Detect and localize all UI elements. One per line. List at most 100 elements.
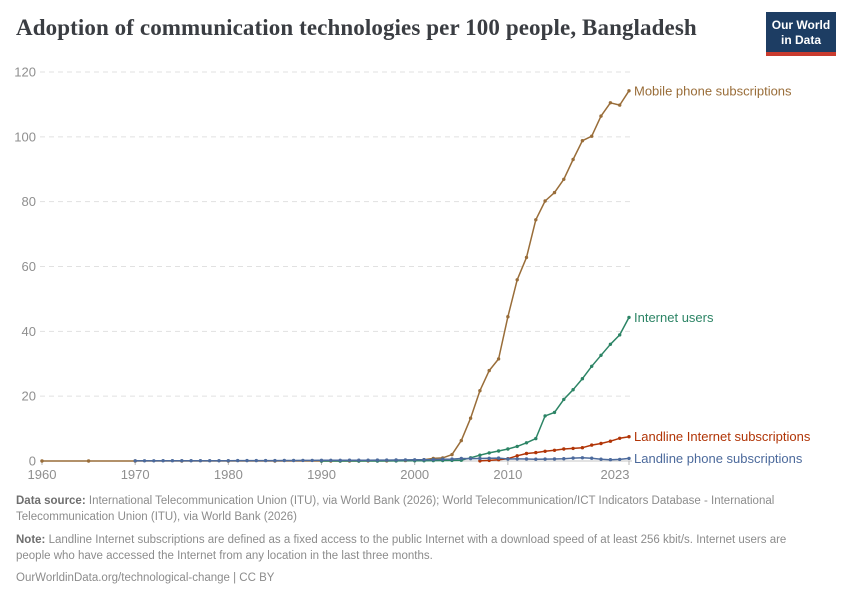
series-point-landline-internet-subscriptions-2022[interactable]: [618, 436, 622, 440]
series-point-internet-users-2007[interactable]: [478, 453, 482, 457]
series-point-landline-phone-subscriptions-1978[interactable]: [208, 459, 212, 463]
series-point-landline-phone-subscriptions-2005[interactable]: [459, 456, 463, 461]
series-point-landline-phone-subscriptions-2013[interactable]: [534, 457, 538, 461]
series-point-landline-phone-subscriptions-1993[interactable]: [347, 458, 352, 462]
series-point-mobile-phone-subscriptions-2010[interactable]: [506, 315, 510, 319]
series-point-landline-phone-subscriptions-1986[interactable]: [282, 458, 286, 463]
series-point-internet-users-2011[interactable]: [515, 444, 519, 449]
series-point-landline-phone-subscriptions-1998[interactable]: [394, 458, 398, 462]
series-point-internet-users-2010[interactable]: [506, 447, 510, 451]
series-point-internet-users-2023[interactable]: [627, 315, 631, 320]
series-point-landline-internet-subscriptions-2016[interactable]: [562, 447, 566, 451]
series-point-mobile-phone-subscriptions-2004[interactable]: [450, 452, 454, 457]
series-point-mobile-phone-subscriptions-2007[interactable]: [478, 389, 482, 393]
series-point-internet-users-2014[interactable]: [543, 414, 547, 418]
series-point-landline-phone-subscriptions-1973[interactable]: [161, 459, 165, 463]
series-point-internet-users-2015[interactable]: [552, 410, 557, 415]
series-point-internet-users-2021[interactable]: [608, 342, 613, 346]
series-point-internet-users-2008[interactable]: [487, 451, 491, 455]
series-point-internet-users-2016[interactable]: [562, 397, 566, 402]
series-point-landline-phone-subscriptions-2014[interactable]: [543, 457, 547, 461]
series-point-internet-users-2018[interactable]: [580, 377, 585, 381]
series-point-mobile-phone-subscriptions-2005[interactable]: [459, 438, 463, 443]
series-point-mobile-phone-subscriptions-2018[interactable]: [580, 139, 585, 143]
series-point-mobile-phone-subscriptions-2012[interactable]: [524, 255, 529, 260]
series-point-landline-phone-subscriptions-2023[interactable]: [627, 456, 631, 461]
series-point-mobile-phone-subscriptions-2008[interactable]: [487, 368, 491, 373]
series-point-landline-internet-subscriptions-2021[interactable]: [608, 439, 613, 443]
series-label-landline-phone-subscriptions[interactable]: Landline phone subscriptions: [634, 451, 803, 466]
series-point-landline-internet-subscriptions-2013[interactable]: [534, 450, 538, 455]
series-point-landline-phone-subscriptions-1981[interactable]: [236, 458, 240, 463]
series-point-landline-phone-subscriptions-1971[interactable]: [142, 459, 147, 463]
series-point-landline-phone-subscriptions-1980[interactable]: [226, 459, 230, 463]
series-point-landline-phone-subscriptions-2010[interactable]: [506, 457, 510, 461]
series-point-landline-internet-subscriptions-2011[interactable]: [515, 454, 519, 458]
series-point-internet-users-2017[interactable]: [571, 388, 575, 392]
series-point-mobile-phone-subscriptions-1965[interactable]: [86, 459, 91, 463]
series-point-landline-phone-subscriptions-1988[interactable]: [301, 458, 305, 463]
series-point-mobile-phone-subscriptions-2021[interactable]: [608, 101, 613, 105]
series-point-mobile-phone-subscriptions-2023[interactable]: [627, 89, 631, 93]
series-point-landline-phone-subscriptions-2012[interactable]: [524, 457, 529, 461]
series-line-mobile-phone-subscriptions[interactable]: [42, 90, 630, 462]
series-point-landline-phone-subscriptions-2017[interactable]: [571, 456, 575, 460]
series-point-mobile-phone-subscriptions-2020[interactable]: [599, 114, 603, 118]
series-point-internet-users-2012[interactable]: [524, 441, 529, 445]
series-point-landline-phone-subscriptions-1977[interactable]: [198, 459, 203, 463]
series-label-mobile-phone-subscriptions[interactable]: Mobile phone subscriptions: [634, 83, 792, 98]
series-point-internet-users-2009[interactable]: [496, 449, 501, 453]
series-label-internet-users[interactable]: Internet users: [634, 310, 714, 325]
series-point-mobile-phone-subscriptions-2022[interactable]: [618, 103, 622, 107]
series-point-landline-internet-subscriptions-2018[interactable]: [580, 446, 585, 450]
series-point-mobile-phone-subscriptions-2015[interactable]: [552, 190, 557, 195]
series-point-landline-phone-subscriptions-2007[interactable]: [478, 456, 482, 461]
series-point-landline-phone-subscriptions-2015[interactable]: [552, 457, 557, 461]
series-point-internet-users-2020[interactable]: [599, 353, 603, 357]
series-point-mobile-phone-subscriptions-2009[interactable]: [496, 357, 501, 361]
series-point-landline-phone-subscriptions-2018[interactable]: [580, 456, 585, 460]
series-point-landline-phone-subscriptions-1972[interactable]: [152, 459, 156, 463]
series-point-landline-phone-subscriptions-1991[interactable]: [329, 458, 333, 462]
owid-logo[interactable]: Our World in Data: [766, 12, 836, 57]
series-point-internet-users-2019[interactable]: [590, 364, 594, 368]
series-line-internet-users[interactable]: [321, 317, 630, 462]
series-point-landline-phone-subscriptions-1984[interactable]: [263, 458, 268, 463]
series-point-landline-phone-subscriptions-2011[interactable]: [515, 457, 519, 461]
series-point-landline-phone-subscriptions-1989[interactable]: [310, 458, 314, 463]
series-point-landline-phone-subscriptions-1995[interactable]: [366, 458, 370, 462]
series-point-landline-phone-subscriptions-1987[interactable]: [291, 458, 296, 463]
series-point-landline-phone-subscriptions-1970[interactable]: [133, 459, 137, 463]
series-point-landline-internet-subscriptions-2017[interactable]: [571, 446, 575, 451]
series-point-mobile-phone-subscriptions-1960[interactable]: [40, 459, 44, 463]
series-point-landline-phone-subscriptions-2002[interactable]: [431, 457, 435, 462]
series-point-landline-phone-subscriptions-1994[interactable]: [357, 458, 361, 462]
series-point-landline-phone-subscriptions-2020[interactable]: [599, 457, 603, 461]
series-point-landline-phone-subscriptions-2003[interactable]: [441, 457, 445, 461]
series-point-landline-phone-subscriptions-2022[interactable]: [618, 457, 622, 462]
series-point-landline-phone-subscriptions-1997[interactable]: [385, 458, 389, 462]
series-point-landline-internet-subscriptions-2019[interactable]: [590, 443, 594, 447]
series-point-mobile-phone-subscriptions-2017[interactable]: [571, 157, 575, 162]
series-point-landline-phone-subscriptions-2021[interactable]: [608, 458, 613, 462]
series-point-landline-phone-subscriptions-2004[interactable]: [450, 457, 454, 461]
series-point-mobile-phone-subscriptions-2014[interactable]: [543, 199, 547, 203]
series-point-internet-users-2022[interactable]: [618, 333, 622, 337]
series-point-mobile-phone-subscriptions-2006[interactable]: [468, 416, 473, 420]
series-point-landline-phone-subscriptions-2009[interactable]: [496, 456, 501, 460]
series-point-landline-phone-subscriptions-1974[interactable]: [170, 459, 175, 463]
series-point-landline-phone-subscriptions-2008[interactable]: [487, 456, 491, 460]
series-point-landline-internet-subscriptions-2012[interactable]: [524, 451, 529, 456]
series-point-landline-internet-subscriptions-2007[interactable]: [478, 459, 482, 463]
series-point-landline-phone-subscriptions-1992[interactable]: [338, 458, 342, 462]
series-point-mobile-phone-subscriptions-2013[interactable]: [534, 218, 538, 222]
series-point-landline-internet-subscriptions-2014[interactable]: [543, 449, 547, 453]
series-point-landline-phone-subscriptions-2001[interactable]: [422, 458, 426, 462]
series-point-landline-phone-subscriptions-1976[interactable]: [189, 459, 193, 463]
series-point-landline-phone-subscriptions-1983[interactable]: [254, 458, 258, 463]
series-point-landline-phone-subscriptions-1975[interactable]: [180, 459, 184, 463]
series-point-mobile-phone-subscriptions-2019[interactable]: [590, 134, 594, 138]
series-point-mobile-phone-subscriptions-2011[interactable]: [515, 278, 519, 282]
series-point-landline-phone-subscriptions-1985[interactable]: [273, 458, 277, 463]
series-point-landline-phone-subscriptions-1990[interactable]: [319, 458, 324, 462]
